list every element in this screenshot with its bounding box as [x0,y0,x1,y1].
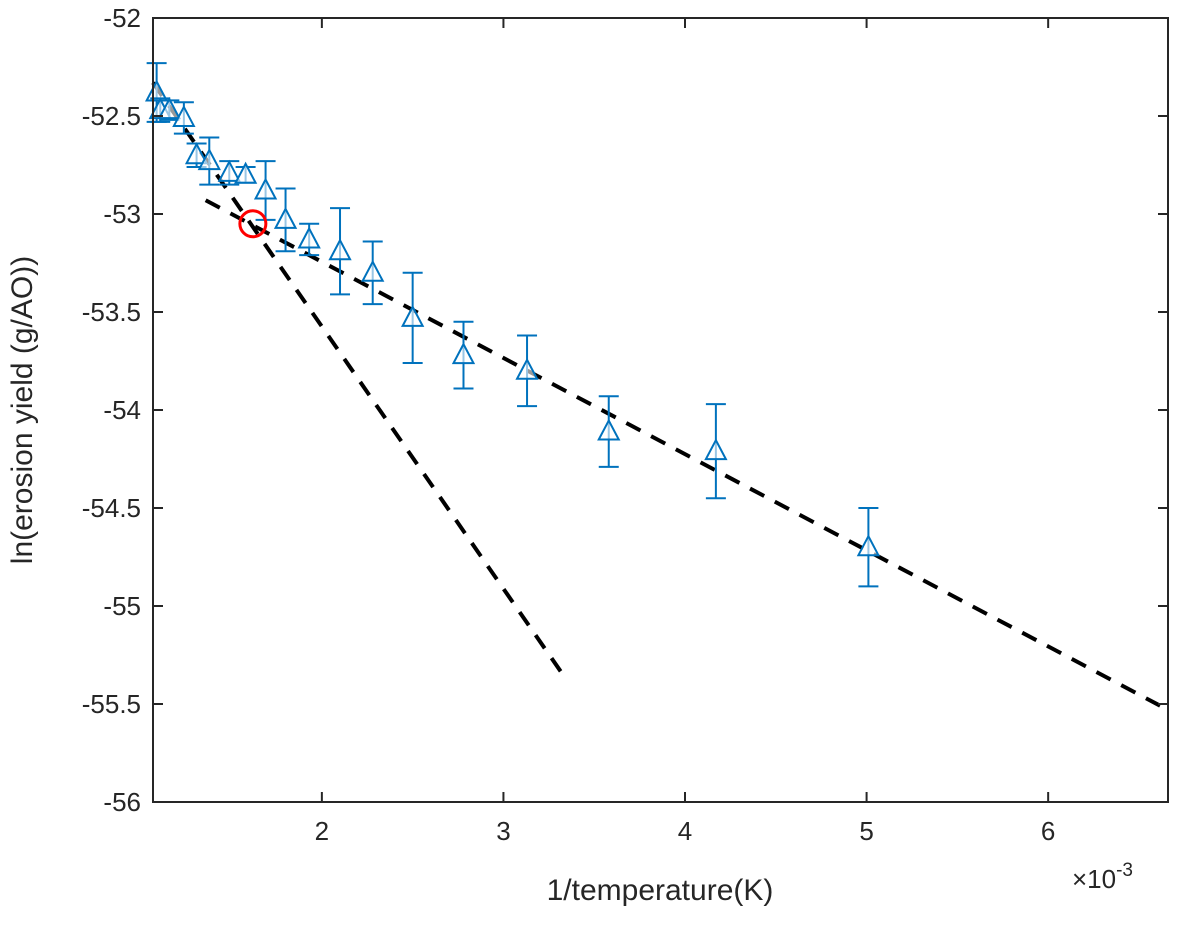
y-tick-label: -55 [103,591,141,621]
y-tick-label: -52 [103,3,141,33]
triangle-marker [197,147,221,171]
x-multiplier: ×10-3 [1072,860,1133,894]
data-point [217,159,241,186]
data-point [197,136,221,186]
triangle-marker [297,226,321,249]
triangle-marker [273,206,298,229]
shallow-fit-line [204,198,1169,712]
triangle-marker [184,142,209,165]
x-tick-label: 2 [315,816,329,846]
triangle-marker [253,177,278,200]
data-point [361,240,385,306]
data-point [400,271,425,364]
triangle-marker [400,304,425,327]
data-point [597,395,621,468]
x-tick-label: 4 [678,816,692,846]
y-tick-label: -55.5 [82,689,141,719]
triangle-marker [515,357,539,380]
data-point [704,403,728,500]
data-point [856,507,881,588]
x-multiplier-exponent: -3 [1116,860,1133,881]
y-tick-label: -54.5 [82,493,141,523]
triangle-marker [217,159,241,182]
y-tick-label: -56 [103,787,141,817]
triangle-marker [856,534,881,557]
data-point [233,161,258,184]
y-axis-label: ln(erosion yield (g/AO)) [6,256,39,564]
x-axis-label: 1/temperature(K) [547,874,774,907]
triangle-marker [233,161,258,184]
y-tick-label: -52.5 [82,101,141,131]
data-point [273,187,298,253]
data-point [297,222,321,257]
y-tick-label: -53 [103,199,141,229]
data-point [253,160,278,221]
triangle-marker [597,418,621,441]
highlight-circle-marker [238,209,268,239]
data-point [515,334,539,408]
y-tick-label: -53.5 [82,297,141,327]
y-tick-label: -54 [103,395,141,425]
x-tick-label: 3 [496,816,510,846]
triangle-marker [361,259,385,282]
x-multiplier-base: ×10 [1072,864,1116,894]
data-point [451,320,476,390]
triangle-marker [328,238,352,261]
data-point [172,101,196,135]
triangle-marker [157,96,181,120]
data-point [157,96,181,121]
triangle-marker [144,79,169,102]
triangle-marker [451,341,476,365]
triangle-marker [172,104,196,127]
data-point [328,207,352,296]
x-tick-label: 6 [1041,816,1055,846]
triangle-marker [704,438,728,461]
x-tick-label: 5 [859,816,873,846]
